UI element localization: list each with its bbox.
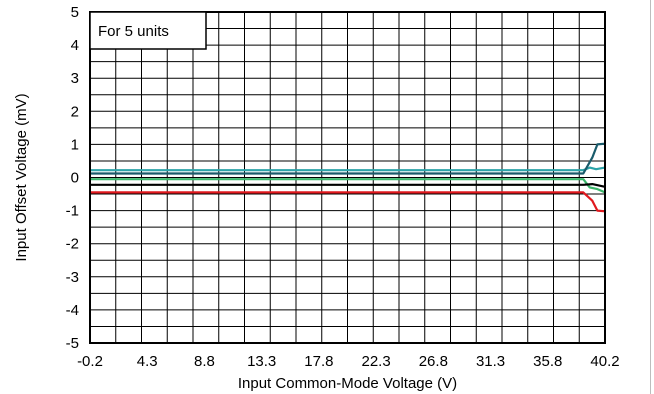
y-tick-label: 2 <box>71 103 79 120</box>
x-tick-label: 35.8 <box>533 353 562 370</box>
y-tick-labels: 5 4 3 2 1 0 -1 -2 -3 -4 -5 <box>66 4 79 352</box>
series-line-4 <box>90 183 606 188</box>
y-axis-label: Input Offset Voltage (mV) <box>13 93 30 261</box>
y-tick-label: 4 <box>71 37 79 54</box>
annotation-box: For 5 units <box>89 11 207 50</box>
y-tick-label: 3 <box>71 70 79 87</box>
x-tick-label: 8.8 <box>194 353 215 370</box>
x-tick-label: 40.2 <box>590 353 619 370</box>
series-line-1 <box>90 166 606 172</box>
annotation-text: For 5 units <box>98 23 169 40</box>
x-tick-label: -0.2 <box>77 353 103 370</box>
x-axis-label: Input Common-Mode Voltage (V) <box>238 375 457 392</box>
series-line-3 <box>90 178 606 194</box>
x-tick-label: 4.3 <box>137 353 158 370</box>
series-line-2 <box>90 142 606 175</box>
y-tick-label: -2 <box>66 236 79 253</box>
y-tick-label: -4 <box>66 302 79 319</box>
series-line-5 <box>90 191 606 213</box>
series-layer <box>90 142 606 213</box>
x-tick-label: 17.8 <box>304 353 333 370</box>
page-divider <box>650 0 651 394</box>
x-tick-label: 22.3 <box>362 353 391 370</box>
y-tick-label: 5 <box>71 4 79 21</box>
x-tick-label: 13.3 <box>247 353 276 370</box>
y-tick-label: -5 <box>66 335 79 352</box>
y-tick-label: 0 <box>71 170 79 187</box>
y-tick-label: -1 <box>66 203 79 220</box>
x-tick-label: 26.8 <box>419 353 448 370</box>
y-tick-label: -3 <box>66 269 79 286</box>
x-tick-label: 31.3 <box>476 353 505 370</box>
y-tick-label: 1 <box>71 136 79 153</box>
x-tick-labels: -0.2 4.3 8.8 13.3 17.8 22.3 26.8 31.3 35.8 40.2 <box>77 353 620 370</box>
plot-frame <box>89 11 606 344</box>
grid-lines <box>90 12 605 343</box>
